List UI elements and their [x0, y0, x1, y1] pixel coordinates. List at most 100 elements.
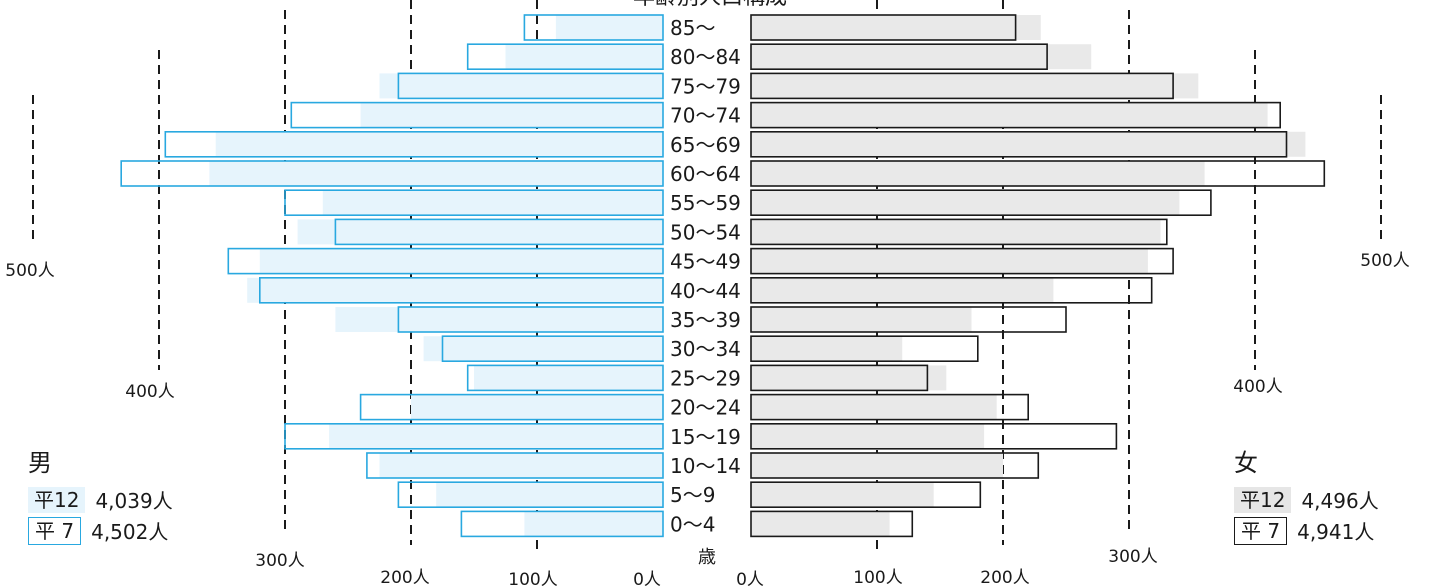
female-1995-bar-10 [750, 306, 1067, 333]
age-group-label: 5〜9 [670, 483, 715, 507]
age-group-label: 25〜29 [670, 366, 741, 390]
male-legend-1995: 平 7 4,502人 [28, 515, 173, 546]
age-group-label: 60〜64 [670, 162, 741, 186]
age-group-label: 0〜4 [670, 512, 715, 536]
male-2000-bar-10 [335, 307, 663, 332]
chart-title: 年齢別人口構成 [633, 0, 787, 10]
female-1995-bar-4 [750, 131, 1288, 158]
male-tick-label-3: 300人 [255, 551, 304, 571]
age-group-label: 40〜44 [670, 279, 741, 303]
female-legend-2000-key: 平12 [1234, 486, 1292, 513]
male-2000-bar-15 [379, 453, 663, 478]
age-group-labels: 85〜 80〜84 75〜79 70〜74 65〜69 60〜64 55〜59 50〜54 45… [670, 16, 741, 536]
male-1995-bar-7 [334, 218, 664, 246]
male-1995-bar-10 [397, 306, 664, 333]
female-legend: 女 平12 4,496人 平 7 4,941人 [1234, 443, 1379, 546]
female-1995-bar-11 [750, 335, 979, 363]
male-2000-bar-8 [259, 248, 663, 274]
male-2000-bars [209, 15, 663, 537]
male-1995-bar-15 [366, 452, 664, 479]
female-2000-bar-15 [751, 453, 1003, 478]
male-total-2000: 4,039人 [95, 489, 173, 513]
age-group-label: 55〜59 [670, 191, 741, 215]
male-1995-bar-8 [227, 247, 664, 275]
male-1995-bar-13 [359, 393, 664, 421]
male-1995-bar-14 [284, 422, 664, 450]
female-1995-bar-3 [750, 101, 1282, 129]
female-tick-label-0: 0人 [736, 570, 764, 587]
male-1995-bar-16 [397, 481, 664, 509]
male-legend-2000: 平12 4,039人 [28, 484, 173, 515]
age-group-label: 20〜24 [670, 396, 741, 420]
male-2000-bar-16 [436, 482, 663, 508]
male-1995-bar-4 [164, 131, 664, 158]
female-2000-bar-16 [751, 482, 934, 508]
female-2000-bar-7 [751, 219, 1161, 245]
female-tick-label-3: 300人 [1108, 547, 1157, 567]
male-tick-label-2: 200人 [380, 568, 429, 587]
male-tick-label-5: 500人 [5, 261, 54, 281]
male-1995-bar-17 [460, 510, 664, 538]
age-group-label: 15〜19 [670, 425, 741, 449]
male-2000-bar-3 [360, 102, 663, 128]
female-2000-bar-13 [751, 394, 997, 420]
age-group-label: 35〜39 [670, 308, 741, 332]
female-1995-bar-12 [750, 364, 929, 392]
female-1995-bar-8 [750, 247, 1174, 275]
male-2000-bar-17 [524, 511, 663, 537]
female-2000-bar-5 [751, 161, 1205, 186]
female-2000-bar-4 [751, 131, 1306, 157]
male-label: 男 [28, 449, 52, 477]
female-1995-bars [750, 14, 1326, 538]
female-2000-bar-0 [751, 15, 1041, 40]
female-tick-label-4: 400人 [1233, 377, 1282, 397]
female-total-2000: 4,496人 [1301, 489, 1379, 513]
female-1995-bar-14 [750, 422, 1118, 450]
male-2000-bar-13 [411, 394, 663, 420]
male-1995-bar-0 [523, 14, 664, 41]
male-2000-bar-0 [555, 15, 663, 40]
female-tick-label-1: 100人 [853, 568, 902, 587]
female-2000-bar-2 [751, 73, 1199, 99]
female-2000-bar-6 [751, 190, 1180, 216]
male-1995-bar-3 [290, 101, 664, 129]
female-2000-bar-17 [751, 511, 890, 537]
age-group-label: 80〜84 [670, 45, 741, 69]
male-total-1995: 4,502人 [91, 520, 169, 544]
female-2000-bar-3 [751, 102, 1268, 128]
male-legend: 男 平12 4,039人 平 7 4,502人 [28, 443, 173, 546]
male-2000-bar-5 [209, 161, 663, 186]
male-2000-bar-6 [322, 190, 663, 216]
male-2000-bar-7 [297, 219, 663, 245]
female-1995-bar-0 [750, 14, 1017, 41]
female-legend-1995: 平 7 4,941人 [1234, 515, 1379, 546]
male-1995-bar-2 [397, 72, 664, 100]
female-legend-2000: 平12 4,496人 [1234, 484, 1379, 515]
age-group-label: 65〜69 [670, 133, 741, 157]
female-1995-bar-17 [750, 510, 914, 538]
age-group-label: 75〜79 [670, 74, 741, 98]
male-2000-bar-9 [247, 277, 663, 303]
age-group-label: 50〜54 [670, 220, 741, 244]
female-2000-bar-14 [751, 423, 985, 449]
male-1995-bar-5 [120, 160, 664, 187]
female-1995-bar-7 [750, 218, 1168, 246]
age-group-label: 70〜74 [670, 104, 741, 128]
female-2000-bar-8 [751, 248, 1148, 274]
female-1995-bar-1 [750, 43, 1048, 71]
male-legend-1995-key: 平 7 [28, 516, 82, 545]
age-unit-label: 歳 [698, 547, 716, 568]
male-2000-bar-2 [379, 73, 663, 99]
female-2000-bars [751, 15, 1306, 537]
male-2000-bar-12 [474, 365, 663, 391]
female-1995-bar-15 [750, 452, 1040, 479]
female-2000-bar-10 [751, 307, 972, 332]
male-legend-2000-key: 平12 [28, 486, 86, 513]
female-1995-bar-5 [750, 160, 1326, 187]
female-total-1995: 4,941人 [1297, 520, 1375, 544]
female-legend-1995-key: 平 7 [1234, 516, 1288, 545]
male-2000-bar-1 [505, 44, 663, 70]
male-1995-bar-11 [441, 335, 664, 363]
male-2000-bar-14 [329, 423, 663, 449]
